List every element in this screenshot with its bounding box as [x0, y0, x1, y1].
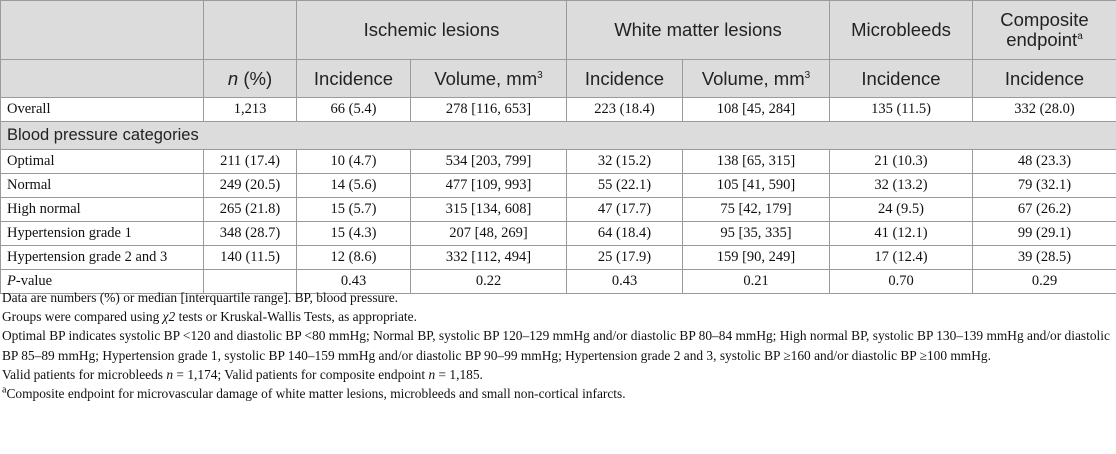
header-row-measures: n (%) Incidence Volume, mm3 Incidence Vo…	[0, 59, 1116, 98]
table-row: Normal 249 (20.5) 14 (5.6) 477 [109, 993…	[0, 173, 1116, 198]
cell-ischemic-volume: 0.22	[410, 269, 567, 294]
cell-wml-incidence: 223 (18.4)	[566, 97, 683, 122]
cell-microbleeds-incidence: 32 (13.2)	[829, 173, 973, 198]
cell-microbleeds-incidence: 41 (12.1)	[829, 221, 973, 246]
table-row: Hypertension grade 2 and 3 140 (11.5) 12…	[0, 245, 1116, 270]
cell-n: 1,213	[203, 97, 297, 122]
cell-composite-incidence: 39 (28.5)	[972, 245, 1116, 270]
footnote-composite-endpoint: aComposite endpoint for microvascular da…	[2, 384, 626, 402]
footnote-bp-definitions: Optimal BP indicates systolic BP <120 an…	[2, 328, 1110, 363]
table-footnotes: Data are numbers (%) or median [interqua…	[2, 288, 1112, 403]
row-label: Normal	[0, 173, 204, 198]
cell-wml-volume: 0.21	[682, 269, 830, 294]
table-row: Optimal 211 (17.4) 10 (4.7) 534 [203, 79…	[0, 149, 1116, 174]
row-label-pvalue: P-value	[0, 269, 204, 294]
table-row-overall: Overall 1,213 66 (5.4) 278 [116, 653] 22…	[0, 97, 1116, 122]
table-row-pvalue: P-value 0.43 0.22 0.43 0.21 0.70 0.29	[0, 269, 1116, 294]
footnote-tests: Groups were compared using χ2 tests or K…	[2, 309, 417, 325]
cell-n	[203, 269, 297, 294]
footnote-valid-patients: Valid patients for microbleeds n = 1,174…	[2, 366, 483, 382]
cell-composite-incidence: 67 (26.2)	[972, 197, 1116, 222]
header-ischemic-lesions: Ischemic lesions	[296, 0, 567, 60]
cell-ischemic-incidence: 15 (5.7)	[296, 197, 411, 222]
cell-microbleeds-incidence: 24 (9.5)	[829, 197, 973, 222]
cell-wml-volume: 95 [35, 335]	[682, 221, 830, 246]
row-label: Optimal	[0, 149, 204, 174]
cell-microbleeds-incidence: 21 (10.3)	[829, 149, 973, 174]
cell-ischemic-incidence: 12 (8.6)	[296, 245, 411, 270]
cell-ischemic-incidence: 14 (5.6)	[296, 173, 411, 198]
cell-ischemic-volume: 477 [109, 993]	[410, 173, 567, 198]
cell-wml-volume: 105 [41, 590]	[682, 173, 830, 198]
cell-ischemic-volume: 278 [116, 653]	[410, 97, 567, 122]
section-label: Blood pressure categories	[0, 121, 1116, 150]
cell-n: 140 (11.5)	[203, 245, 297, 270]
header-microbleeds: Microbleeds	[829, 0, 973, 60]
header-empty	[203, 0, 297, 60]
cell-ischemic-volume: 534 [203, 799]	[410, 149, 567, 174]
cell-wml-incidence: 47 (17.7)	[566, 197, 683, 222]
header-volume: Volume, mm3	[682, 59, 830, 98]
cell-composite-incidence: 99 (29.1)	[972, 221, 1116, 246]
header-incidence: Incidence	[972, 59, 1116, 98]
row-label: Hypertension grade 1	[0, 221, 204, 246]
table-row: High normal 265 (21.8) 15 (5.7) 315 [134…	[0, 197, 1116, 222]
cell-wml-volume: 138 [65, 315]	[682, 149, 830, 174]
cell-microbleeds-incidence: 135 (11.5)	[829, 97, 973, 122]
row-label: Hypertension grade 2 and 3	[0, 245, 204, 270]
section-row-bp-categories: Blood pressure categories	[0, 121, 1116, 150]
header-n-percent: n (%)	[203, 59, 297, 98]
cell-n: 265 (21.8)	[203, 197, 297, 222]
cell-n: 249 (20.5)	[203, 173, 297, 198]
cell-wml-volume: 75 [42, 179]	[682, 197, 830, 222]
cell-ischemic-incidence: 10 (4.7)	[296, 149, 411, 174]
cell-wml-volume: 108 [45, 284]	[682, 97, 830, 122]
cell-ischemic-incidence: 15 (4.3)	[296, 221, 411, 246]
cell-wml-incidence: 32 (15.2)	[566, 149, 683, 174]
table-row: Hypertension grade 1 348 (28.7) 15 (4.3)…	[0, 221, 1116, 246]
header-composite-endpoint: Composite endpointa	[972, 0, 1116, 60]
cell-n: 348 (28.7)	[203, 221, 297, 246]
cell-wml-incidence: 55 (22.1)	[566, 173, 683, 198]
header-white-matter-lesions: White matter lesions	[566, 0, 830, 60]
cell-wml-volume: 159 [90, 249]	[682, 245, 830, 270]
header-empty	[0, 0, 204, 60]
cell-composite-incidence: 48 (23.3)	[972, 149, 1116, 174]
row-label: High normal	[0, 197, 204, 222]
cell-composite-incidence: 0.29	[972, 269, 1116, 294]
header-row-groups: Ischemic lesions White matter lesions Mi…	[0, 0, 1116, 60]
header-incidence: Incidence	[829, 59, 973, 98]
cell-composite-incidence: 79 (32.1)	[972, 173, 1116, 198]
cell-wml-incidence: 0.43	[566, 269, 683, 294]
cell-n: 211 (17.4)	[203, 149, 297, 174]
cell-composite-incidence: 332 (28.0)	[972, 97, 1116, 122]
footnote-data-format: Data are numbers (%) or median [interqua…	[2, 290, 399, 305]
cell-ischemic-incidence: 66 (5.4)	[296, 97, 411, 122]
results-table: Ischemic lesions White matter lesions Mi…	[0, 0, 1116, 294]
cell-ischemic-volume: 207 [48, 269]	[410, 221, 567, 246]
cell-microbleeds-incidence: 17 (12.4)	[829, 245, 973, 270]
row-label: Overall	[0, 97, 204, 122]
header-incidence: Incidence	[296, 59, 411, 98]
cell-ischemic-volume: 315 [134, 608]	[410, 197, 567, 222]
cell-wml-incidence: 25 (17.9)	[566, 245, 683, 270]
cell-microbleeds-incidence: 0.70	[829, 269, 973, 294]
header-volume: Volume, mm3	[410, 59, 567, 98]
cell-ischemic-volume: 332 [112, 494]	[410, 245, 567, 270]
header-empty	[0, 59, 204, 98]
header-incidence: Incidence	[566, 59, 683, 98]
cell-wml-incidence: 64 (18.4)	[566, 221, 683, 246]
